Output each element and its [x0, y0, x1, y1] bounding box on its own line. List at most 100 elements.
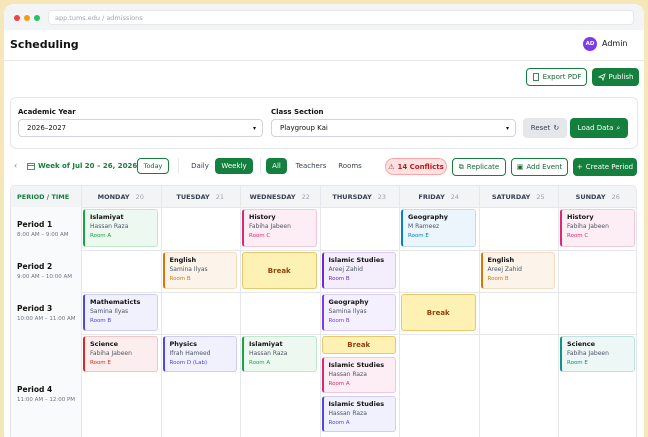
- day-date: 26: [611, 193, 620, 201]
- subject: English: [169, 256, 197, 264]
- row-line: [11, 292, 636, 293]
- break-card[interactable]: Break: [242, 252, 317, 289]
- subject: Geography: [328, 298, 369, 306]
- column-line: [160, 186, 162, 437]
- day-date: 23: [377, 193, 387, 201]
- day-name: SATURDAY: [491, 193, 531, 201]
- conflicts-badge[interactable]: ⚠ 14 Conflicts: [385, 158, 447, 175]
- day-date: 22: [301, 193, 310, 201]
- day-date: 21: [215, 193, 225, 201]
- today-button[interactable]: Today: [137, 158, 169, 174]
- class-card[interactable]: English Samina Ilyas Room B: [162, 252, 237, 289]
- column-line: [478, 186, 480, 437]
- avatar[interactable]: AD: [583, 37, 597, 51]
- teacher: Ifrah Hameed: [169, 350, 211, 357]
- day-header: SUNDAY 26: [558, 193, 636, 201]
- class-card[interactable]: Science Fabiha Jabeen Room E: [83, 336, 158, 372]
- class-card[interactable]: History Fabiha Jabeen Room C: [560, 209, 635, 247]
- replicate-button[interactable]: ⧉ Replicate: [452, 158, 506, 176]
- break-card[interactable]: Break: [321, 336, 396, 354]
- dot: [14, 15, 20, 21]
- period-cell: [11, 292, 81, 334]
- class-card[interactable]: Mathematicts Samina Ilyas Room B: [83, 294, 158, 331]
- column-line: [558, 186, 559, 437]
- schedule-grid: PERIOD / TIME MONDAY 20 TUESDAY 21 WEDNESDAY 2…: [10, 185, 637, 437]
- field-label: Academic Year: [18, 108, 76, 116]
- label: Load Data: [577, 124, 614, 132]
- next-week[interactable]: ›: [125, 161, 129, 170]
- day-header: SATURDAY 25: [479, 193, 559, 201]
- class-card[interactable]: English Areej Zahid Room B: [480, 252, 555, 289]
- icon: ↻: [553, 124, 560, 132]
- room: Room B: [90, 318, 112, 324]
- icon: [597, 73, 606, 81]
- subject: Islamic Studies: [328, 400, 385, 408]
- class-card[interactable]: Science Fabiha Jabeen Room E: [560, 336, 635, 372]
- icon: ⌕: [616, 123, 621, 132]
- publish-button[interactable]: Publish: [592, 68, 639, 86]
- export-button[interactable]: Export PDF: [526, 68, 587, 86]
- break-card[interactable]: Break: [401, 294, 476, 331]
- class-card[interactable]: Physics Ifrah Hameed Room D (Lab): [162, 336, 237, 372]
- teacher: Fabiha Jabeen: [249, 223, 291, 230]
- subject: English: [487, 256, 515, 264]
- all-tab[interactable]: All: [266, 158, 287, 174]
- rooms-tab[interactable]: Rooms: [338, 162, 362, 170]
- room: Room E: [567, 360, 588, 366]
- room: Room E: [90, 360, 111, 366]
- day-header: MONDAY 20: [81, 193, 161, 201]
- page-title: Scheduling: [10, 38, 79, 51]
- divider: [260, 158, 261, 174]
- label: Export PDF: [542, 73, 582, 81]
- room: Room B: [328, 318, 350, 324]
- subject: Mathematicts: [90, 298, 141, 306]
- class-card[interactable]: Islamic Studies Hassan Raza Room A: [321, 396, 396, 432]
- teacher: Samina Ilyas: [328, 308, 367, 315]
- reset-button[interactable]: Reset ↻: [523, 118, 567, 138]
- add-event-button[interactable]: ▣ Add Event: [511, 158, 568, 176]
- label: 14 Conflicts: [397, 162, 444, 171]
- corner-label: PERIOD / TIME: [17, 193, 70, 201]
- teacher: Samina Ilyas: [90, 308, 129, 315]
- year-select[interactable]: 2026–2027 ▾: [18, 119, 263, 137]
- subject: Islamic Studies: [328, 256, 385, 264]
- caret: ▾: [505, 124, 509, 132]
- class-card[interactable]: Geography Samina Ilyas Room B: [321, 294, 396, 331]
- day-name: WEDNESDAY: [249, 193, 296, 201]
- daily-tab[interactable]: Daily: [191, 162, 209, 170]
- user-name[interactable]: Admin: [602, 39, 628, 48]
- subject: Islamic Studies: [328, 361, 385, 369]
- day-name: TUESDAY: [176, 193, 210, 201]
- url-bar[interactable]: app.tums.edu / admissions: [48, 10, 634, 25]
- prev-week[interactable]: ‹: [14, 161, 18, 170]
- class-card[interactable]: History Fabiha Jabeen Room C: [242, 209, 317, 247]
- day-date: 25: [536, 193, 545, 201]
- class-card[interactable]: Geography M Rameez Room E: [401, 209, 476, 247]
- weekly-tab[interactable]: Weekly: [215, 158, 253, 174]
- section-select[interactable]: Playgroup Kai ▾: [271, 119, 516, 137]
- period-name: Period 1: [17, 219, 53, 229]
- teacher: M Rameez: [408, 223, 440, 230]
- subject: Islamiyat: [90, 213, 124, 221]
- day-header: TUESDAY 21: [161, 193, 241, 201]
- load-button[interactable]: Load Data ⌕: [570, 118, 628, 138]
- column-line: [319, 186, 321, 437]
- label: Reset: [530, 124, 551, 132]
- class-card[interactable]: Islamic Studies Areej Zahid Room B: [321, 252, 396, 289]
- period-name: Period 3: [17, 304, 53, 313]
- class-card[interactable]: Islamiyat Hassan Raza Room A: [242, 336, 317, 372]
- period-cell: [11, 207, 81, 250]
- column-line: [81, 186, 82, 437]
- period-time: 8:00 AM – 9:00 AM: [17, 231, 69, 238]
- day-header: THURSDAY 23: [320, 193, 400, 201]
- teachers-tab[interactable]: Teachers: [295, 162, 327, 170]
- period-name: Period 2: [17, 262, 53, 271]
- value: 2026–2027: [27, 124, 67, 132]
- row-line: [11, 250, 636, 251]
- subject: Geography: [408, 213, 448, 221]
- value: Playgroup Kai: [280, 124, 328, 132]
- class-card[interactable]: Islamiyat Hassan Raza Room A: [83, 209, 158, 247]
- create-period-button[interactable]: + Create Period: [573, 158, 637, 176]
- day-header: FRIDAY 24: [399, 193, 479, 201]
- class-card[interactable]: Islamic Studies Hassan Raza Room A: [321, 357, 396, 393]
